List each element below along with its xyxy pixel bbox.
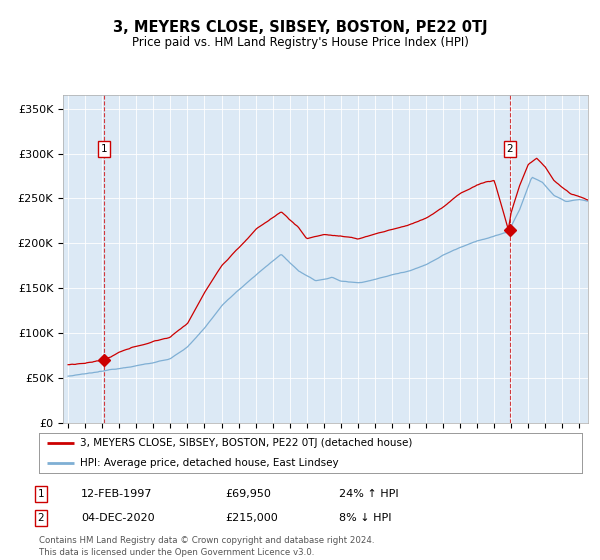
- Text: 04-DEC-2020: 04-DEC-2020: [81, 513, 155, 523]
- Text: £69,950: £69,950: [225, 489, 271, 499]
- Text: HPI: Average price, detached house, East Lindsey: HPI: Average price, detached house, East…: [80, 458, 338, 468]
- Text: Price paid vs. HM Land Registry's House Price Index (HPI): Price paid vs. HM Land Registry's House …: [131, 36, 469, 49]
- Text: 3, MEYERS CLOSE, SIBSEY, BOSTON, PE22 0TJ: 3, MEYERS CLOSE, SIBSEY, BOSTON, PE22 0T…: [113, 20, 487, 35]
- Text: 1: 1: [37, 489, 44, 499]
- Text: 8% ↓ HPI: 8% ↓ HPI: [339, 513, 391, 523]
- Text: 24% ↑ HPI: 24% ↑ HPI: [339, 489, 398, 499]
- Text: 12-FEB-1997: 12-FEB-1997: [81, 489, 152, 499]
- Text: 1: 1: [101, 144, 107, 154]
- Text: 2: 2: [37, 513, 44, 523]
- Text: Contains HM Land Registry data © Crown copyright and database right 2024.
This d: Contains HM Land Registry data © Crown c…: [39, 536, 374, 557]
- Text: 3, MEYERS CLOSE, SIBSEY, BOSTON, PE22 0TJ (detached house): 3, MEYERS CLOSE, SIBSEY, BOSTON, PE22 0T…: [80, 438, 412, 448]
- Text: 2: 2: [506, 144, 513, 154]
- Text: £215,000: £215,000: [225, 513, 278, 523]
